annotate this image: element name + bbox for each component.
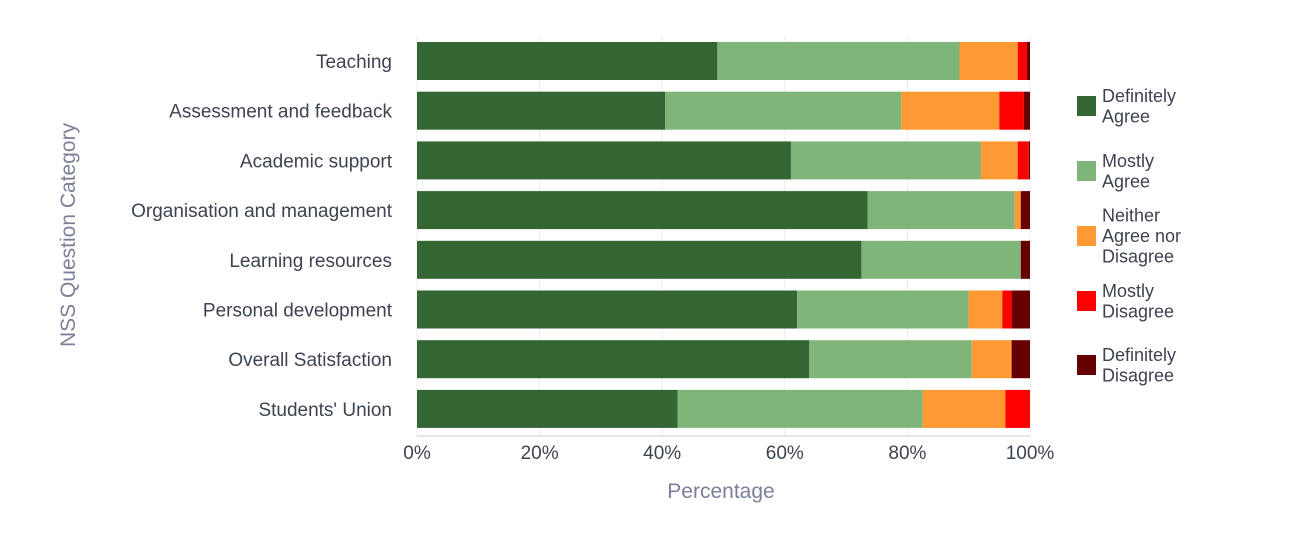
bar-segment xyxy=(1011,290,1030,329)
legend-label: Mostly xyxy=(1102,281,1154,301)
legend-swatch xyxy=(1077,96,1096,116)
x-tick-label: 0% xyxy=(403,443,431,464)
legend-swatch xyxy=(1077,161,1096,181)
bar-segment xyxy=(922,389,1006,428)
category-label: Academic support xyxy=(240,151,393,172)
x-tick-label: 100% xyxy=(1006,443,1055,464)
bar-segment xyxy=(999,91,1024,130)
legend-label: Agree nor xyxy=(1102,226,1181,246)
bar-segment xyxy=(417,389,678,428)
bar-segment xyxy=(417,240,862,279)
bar-segment xyxy=(1020,191,1030,230)
legend-label: Disagree xyxy=(1102,365,1174,385)
legend-label: Disagree xyxy=(1102,301,1174,321)
bar-segment xyxy=(417,42,718,80)
legend-swatch xyxy=(1077,291,1096,311)
bar-segment xyxy=(417,141,791,180)
bar-segment xyxy=(861,240,1021,279)
category-label: Learning resources xyxy=(229,251,392,272)
category-label: Students' Union xyxy=(258,400,392,421)
bar-segment xyxy=(1005,389,1030,428)
x-tick-label: 60% xyxy=(766,443,804,464)
legend-label: Definitely xyxy=(1102,345,1176,365)
legend-label: Mostly xyxy=(1102,151,1154,171)
bar-segment xyxy=(809,340,972,379)
category-labels: Teaching Assessment and feedback Academic … xyxy=(131,52,393,421)
bar-segment xyxy=(1017,42,1027,80)
bar-segment xyxy=(968,290,1003,329)
legend-label: Neither xyxy=(1102,206,1160,226)
category-label: Assessment and feedback xyxy=(169,102,392,123)
bar-segment xyxy=(959,42,1018,80)
x-axis-title: Percentage xyxy=(667,480,774,503)
legend-label: Disagree xyxy=(1102,247,1174,267)
category-label: Overall Satisfaction xyxy=(228,350,392,371)
bar-segment xyxy=(971,340,1012,379)
bar-segment xyxy=(790,141,981,180)
bar-segment xyxy=(665,91,902,130)
category-label: Teaching xyxy=(316,52,392,73)
x-tick-label: 40% xyxy=(643,443,681,464)
bar-segment xyxy=(1014,191,1021,230)
legend-label: Definitely xyxy=(1102,86,1176,106)
y-axis-title: NSS Question Category xyxy=(57,122,80,347)
legend-swatch xyxy=(1077,355,1096,375)
x-tick-label: 20% xyxy=(521,443,559,464)
category-label: Personal development xyxy=(203,301,393,322)
bar-segment xyxy=(417,191,868,230)
x-tick-label: 80% xyxy=(888,443,926,464)
bar-segment xyxy=(980,141,1018,180)
legend-swatch xyxy=(1077,226,1096,246)
x-tick-labels: 0% 20% 40% 60% 80% 100% xyxy=(403,443,1054,464)
bar-segment xyxy=(867,191,1015,230)
bar-segment xyxy=(1011,340,1030,379)
bar-segment xyxy=(1002,290,1012,329)
bar-segment xyxy=(417,91,666,130)
bar-segment xyxy=(1020,240,1030,279)
bar-segment xyxy=(417,340,810,379)
bar-segment xyxy=(1023,91,1030,130)
bar-segment xyxy=(717,42,960,80)
legend-label: Agree xyxy=(1102,106,1150,126)
bar-segment xyxy=(901,91,1000,130)
bar-segment xyxy=(1028,141,1030,180)
category-label: Organisation and management xyxy=(131,201,393,222)
bar-segment xyxy=(797,290,969,329)
bar-segment xyxy=(1026,42,1030,80)
bar-segment xyxy=(417,290,798,329)
bars xyxy=(417,42,1030,428)
legend-label: Agree xyxy=(1102,171,1150,191)
bar-segment xyxy=(1017,141,1029,180)
bar-segment xyxy=(677,389,923,428)
